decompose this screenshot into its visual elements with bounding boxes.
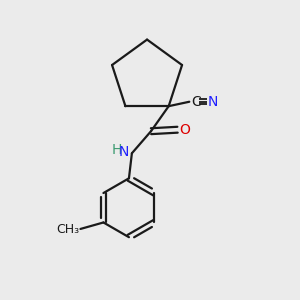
Text: CH₃: CH₃ (56, 223, 79, 236)
Text: H: H (112, 143, 122, 157)
Text: N: N (118, 145, 129, 159)
Text: N: N (207, 95, 218, 109)
Text: C: C (191, 95, 200, 109)
Text: O: O (180, 123, 190, 137)
